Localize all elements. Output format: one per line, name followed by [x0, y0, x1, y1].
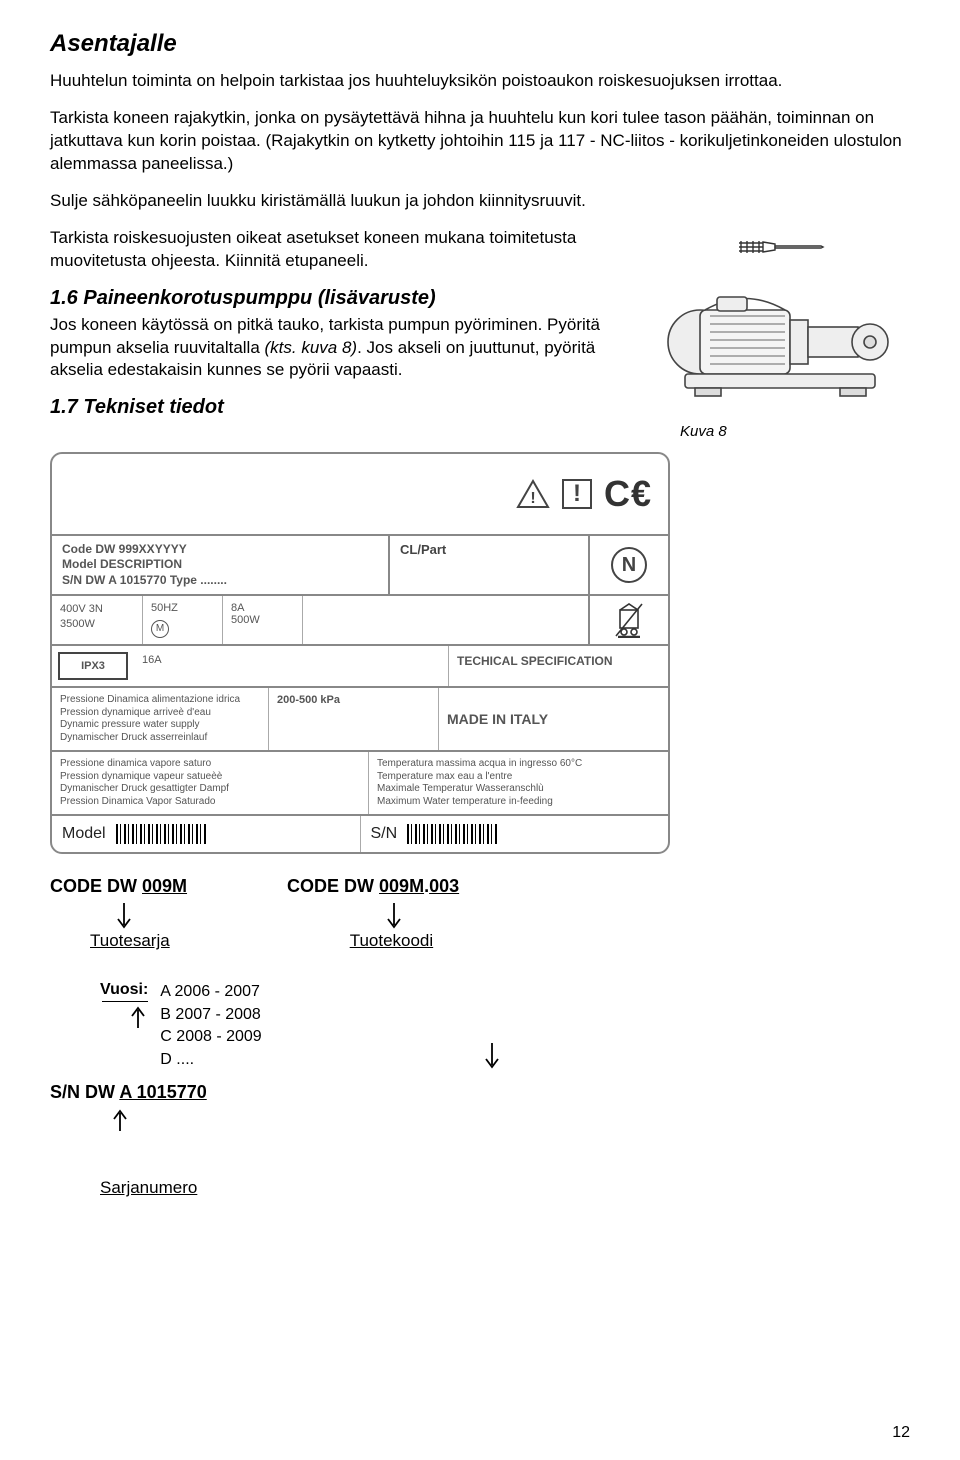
plate-code-line: Code DW 999XXYYYY [62, 542, 378, 558]
code2-val1: 009M [379, 876, 424, 896]
arrow-up-icon [110, 1109, 130, 1133]
paragraph-3: Sulje sähköpaneelin luukku kiristämällä … [50, 190, 910, 213]
plate-techspec: TECHICAL SPECIFICATION [448, 646, 668, 686]
plate-voltage: 400V 3N [60, 602, 134, 616]
plate-sat2: Pression dynamique vapeur satueèè [60, 771, 360, 784]
rating-plate: ! ! C€ Code DW 999XXYYYY Model DESCRIPTI… [50, 452, 670, 855]
sarjanumero-label: Sarjanumero [100, 1178, 910, 1198]
svg-text:!: ! [530, 490, 535, 507]
page-number: 12 [892, 1424, 910, 1442]
year-c: C 2008 - 2009 [160, 1026, 261, 1048]
paragraph-1: Huuhtelun toiminta on helpoin tarkistaa … [50, 70, 910, 93]
tuotekoodi-label: Tuotekoodi [350, 931, 433, 951]
warning-triangle-icon: ! [516, 479, 550, 509]
year-block: Vuosi: A 2006 - 2007 B 2007 - 2008 C 200… [100, 981, 262, 1071]
sn-prefix: S/N DW [50, 1082, 119, 1102]
plate-made-in: MADE IN ITALY [438, 688, 668, 750]
section-title: Asentajalle [50, 30, 910, 58]
plate-sn-line: S/N DW A 1015770 Type ........ [62, 573, 378, 589]
plate-amp2: 16A [134, 646, 448, 686]
barcode-icon [407, 824, 497, 844]
paragraph-5: Jos koneen käytössä on pitkä tauko, tark… [50, 314, 630, 383]
year-b: B 2007 - 2008 [160, 1004, 261, 1026]
subheading-1-6: 1.6 Paineenkorotuspumppu (lisävaruste) [50, 287, 630, 310]
codes-row: CODE DW 009M CODE DW 009M.003 [50, 876, 910, 897]
plate-watt2: 500W [231, 614, 294, 626]
exclamation-box-icon: ! [562, 479, 592, 509]
plate-temp4: Maximum Water temperature in-feeding [377, 796, 660, 809]
plate-hz: 50HZ [151, 602, 214, 614]
tuotesarja-label: Tuotesarja [90, 931, 170, 951]
screwdriver-icon [735, 227, 825, 267]
vuosi-label: Vuosi: [100, 981, 148, 998]
barcode-icon [116, 824, 206, 844]
code2-val2: 003 [429, 876, 459, 896]
plate-sn-label: S/N [371, 825, 398, 843]
plate-top-row: ! ! C€ [52, 454, 668, 536]
serial-number-line: S/N DW A 1015770 [50, 1082, 910, 1103]
plate-barcode-row: Model S/N [52, 816, 668, 852]
n-circle-icon: N [611, 547, 647, 583]
figure-caption: Kuva 8 [680, 423, 727, 440]
code-1: CODE DW 009M [50, 876, 187, 897]
plate-temp2: Temperature max eau a l'entre [377, 771, 660, 784]
plate-model-label: Model [62, 825, 106, 843]
plate-sat3: Dymanischer Druck gesattigter Dampf [60, 783, 360, 796]
plate-temp3: Maximale Temperatur Wasseranschlù [377, 783, 660, 796]
plate-satpress-row: Pressione dinamica vapore saturo Pressio… [52, 752, 668, 816]
plate-model-line: Model DESCRIPTION [62, 557, 378, 573]
paragraph-4: Tarkista roiskesuojusten oikeat asetukse… [50, 227, 630, 273]
subheading-1-7: 1.7 Tekniset tiedot [50, 396, 630, 419]
code-labels-row: Tuotesarja Tuotekoodi [90, 931, 910, 951]
plate-electrical-row: 400V 3N3500W 50HZ M 8A500W [52, 596, 668, 646]
year-list: A 2006 - 2007 B 2007 - 2008 C 2008 - 200… [160, 981, 261, 1071]
plate-ipx-row: IPX3 16A TECHICAL SPECIFICATION [52, 646, 668, 688]
plate-ipx: IPX3 [58, 652, 128, 680]
plate-amp: 8A [231, 602, 294, 614]
code1-prefix: CODE DW [50, 876, 142, 896]
ce-mark-icon: C€ [604, 473, 652, 515]
plate-press4: Dynamischer Druck asserreinlauf [60, 732, 260, 745]
plate-sat4: Pression Dinamica Vapor Saturado [60, 796, 360, 809]
plate-temp1: Temperatura massima acqua in ingresso 60… [377, 758, 660, 771]
arrow-down-icon [114, 901, 134, 931]
plate-press2: Pression dynamique arriveè d'eau [60, 707, 260, 720]
arrow-up-icon [128, 1006, 148, 1030]
year-d: D .... [160, 1049, 261, 1071]
paragraph-2: Tarkista koneen rajakytkin, jonka on pys… [50, 107, 910, 176]
plate-watt: 3500W [60, 617, 134, 631]
plate-clpart: CL/Part [388, 536, 588, 595]
code2-prefix: CODE DW [287, 876, 379, 896]
weee-icon [614, 602, 644, 638]
plate-pressure-row: Pressione Dinamica alimentazione idrica … [52, 688, 668, 752]
arrow-down-icon [482, 1041, 502, 1071]
sn-value: A 1015770 [119, 1082, 206, 1102]
pump-illustration [655, 267, 905, 417]
year-a: A 2006 - 2007 [160, 981, 261, 1003]
motor-icon: M [151, 620, 169, 638]
plate-press3: Dynamic pressure water supply [60, 719, 260, 732]
para5-ref: (kts. kuva 8) [265, 338, 358, 357]
code1-value: 009M [142, 876, 187, 896]
plate-model-row: Code DW 999XXYYYY Model DESCRIPTION S/N … [52, 536, 668, 597]
plate-sat1: Pressione dinamica vapore saturo [60, 758, 360, 771]
code-2: CODE DW 009M.003 [287, 876, 459, 897]
arrow-down-icon [384, 901, 404, 931]
plate-kpa: 200-500 kPa [268, 688, 438, 750]
plate-press1: Pressione Dinamica alimentazione idrica [60, 694, 260, 707]
vuosi-underline [102, 1001, 148, 1002]
